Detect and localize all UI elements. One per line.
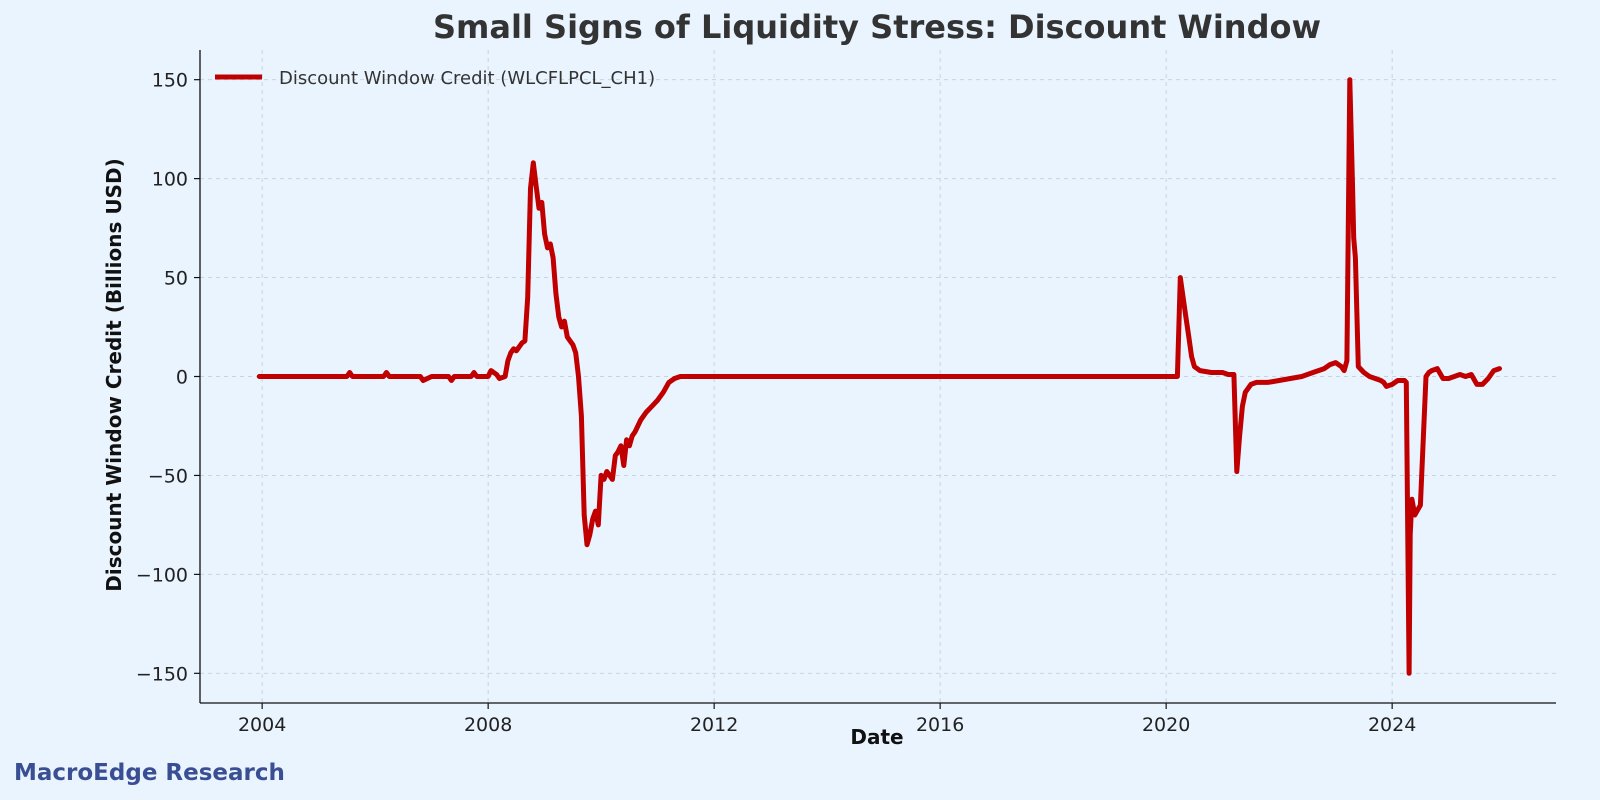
series-line-0 [256, 77, 1502, 676]
series-layer [256, 77, 1502, 676]
x-tick-label: 2020 [1142, 714, 1190, 736]
x-tick-label: 2008 [464, 714, 512, 736]
y-tick-label: −150 [136, 663, 188, 685]
y-tick-label: 100 [152, 169, 188, 191]
brand-watermark: MacroEdge Research [14, 760, 285, 786]
x-tick-label: 2004 [238, 714, 286, 736]
legend-entry: Discount Window Credit (WLCFLPCL_CH1) [279, 68, 655, 89]
x-tick-label: 2012 [690, 714, 738, 736]
y-tick-label: 150 [152, 70, 188, 92]
chart-title: Small Signs of Liquidity Stress: Discoun… [433, 8, 1321, 46]
y-tick-label: −50 [148, 465, 188, 487]
y-tick-label: −100 [136, 564, 188, 586]
legend: Discount Window Credit (WLCFLPCL_CH1) [215, 68, 655, 89]
x-axis-label: Date [850, 725, 903, 749]
y-tick-label: 0 [176, 367, 188, 389]
ticks-layer: 2004 2008 2012 2016 2020 2024 150 100 50 0 −50 −100… [136, 70, 1417, 736]
y-tick-label: 50 [164, 268, 188, 290]
x-tick-label: 2024 [1368, 714, 1416, 736]
y-axis-label: Discount Window Credit (Billions USD) [102, 158, 126, 591]
x-tick-label: 2016 [916, 714, 964, 736]
